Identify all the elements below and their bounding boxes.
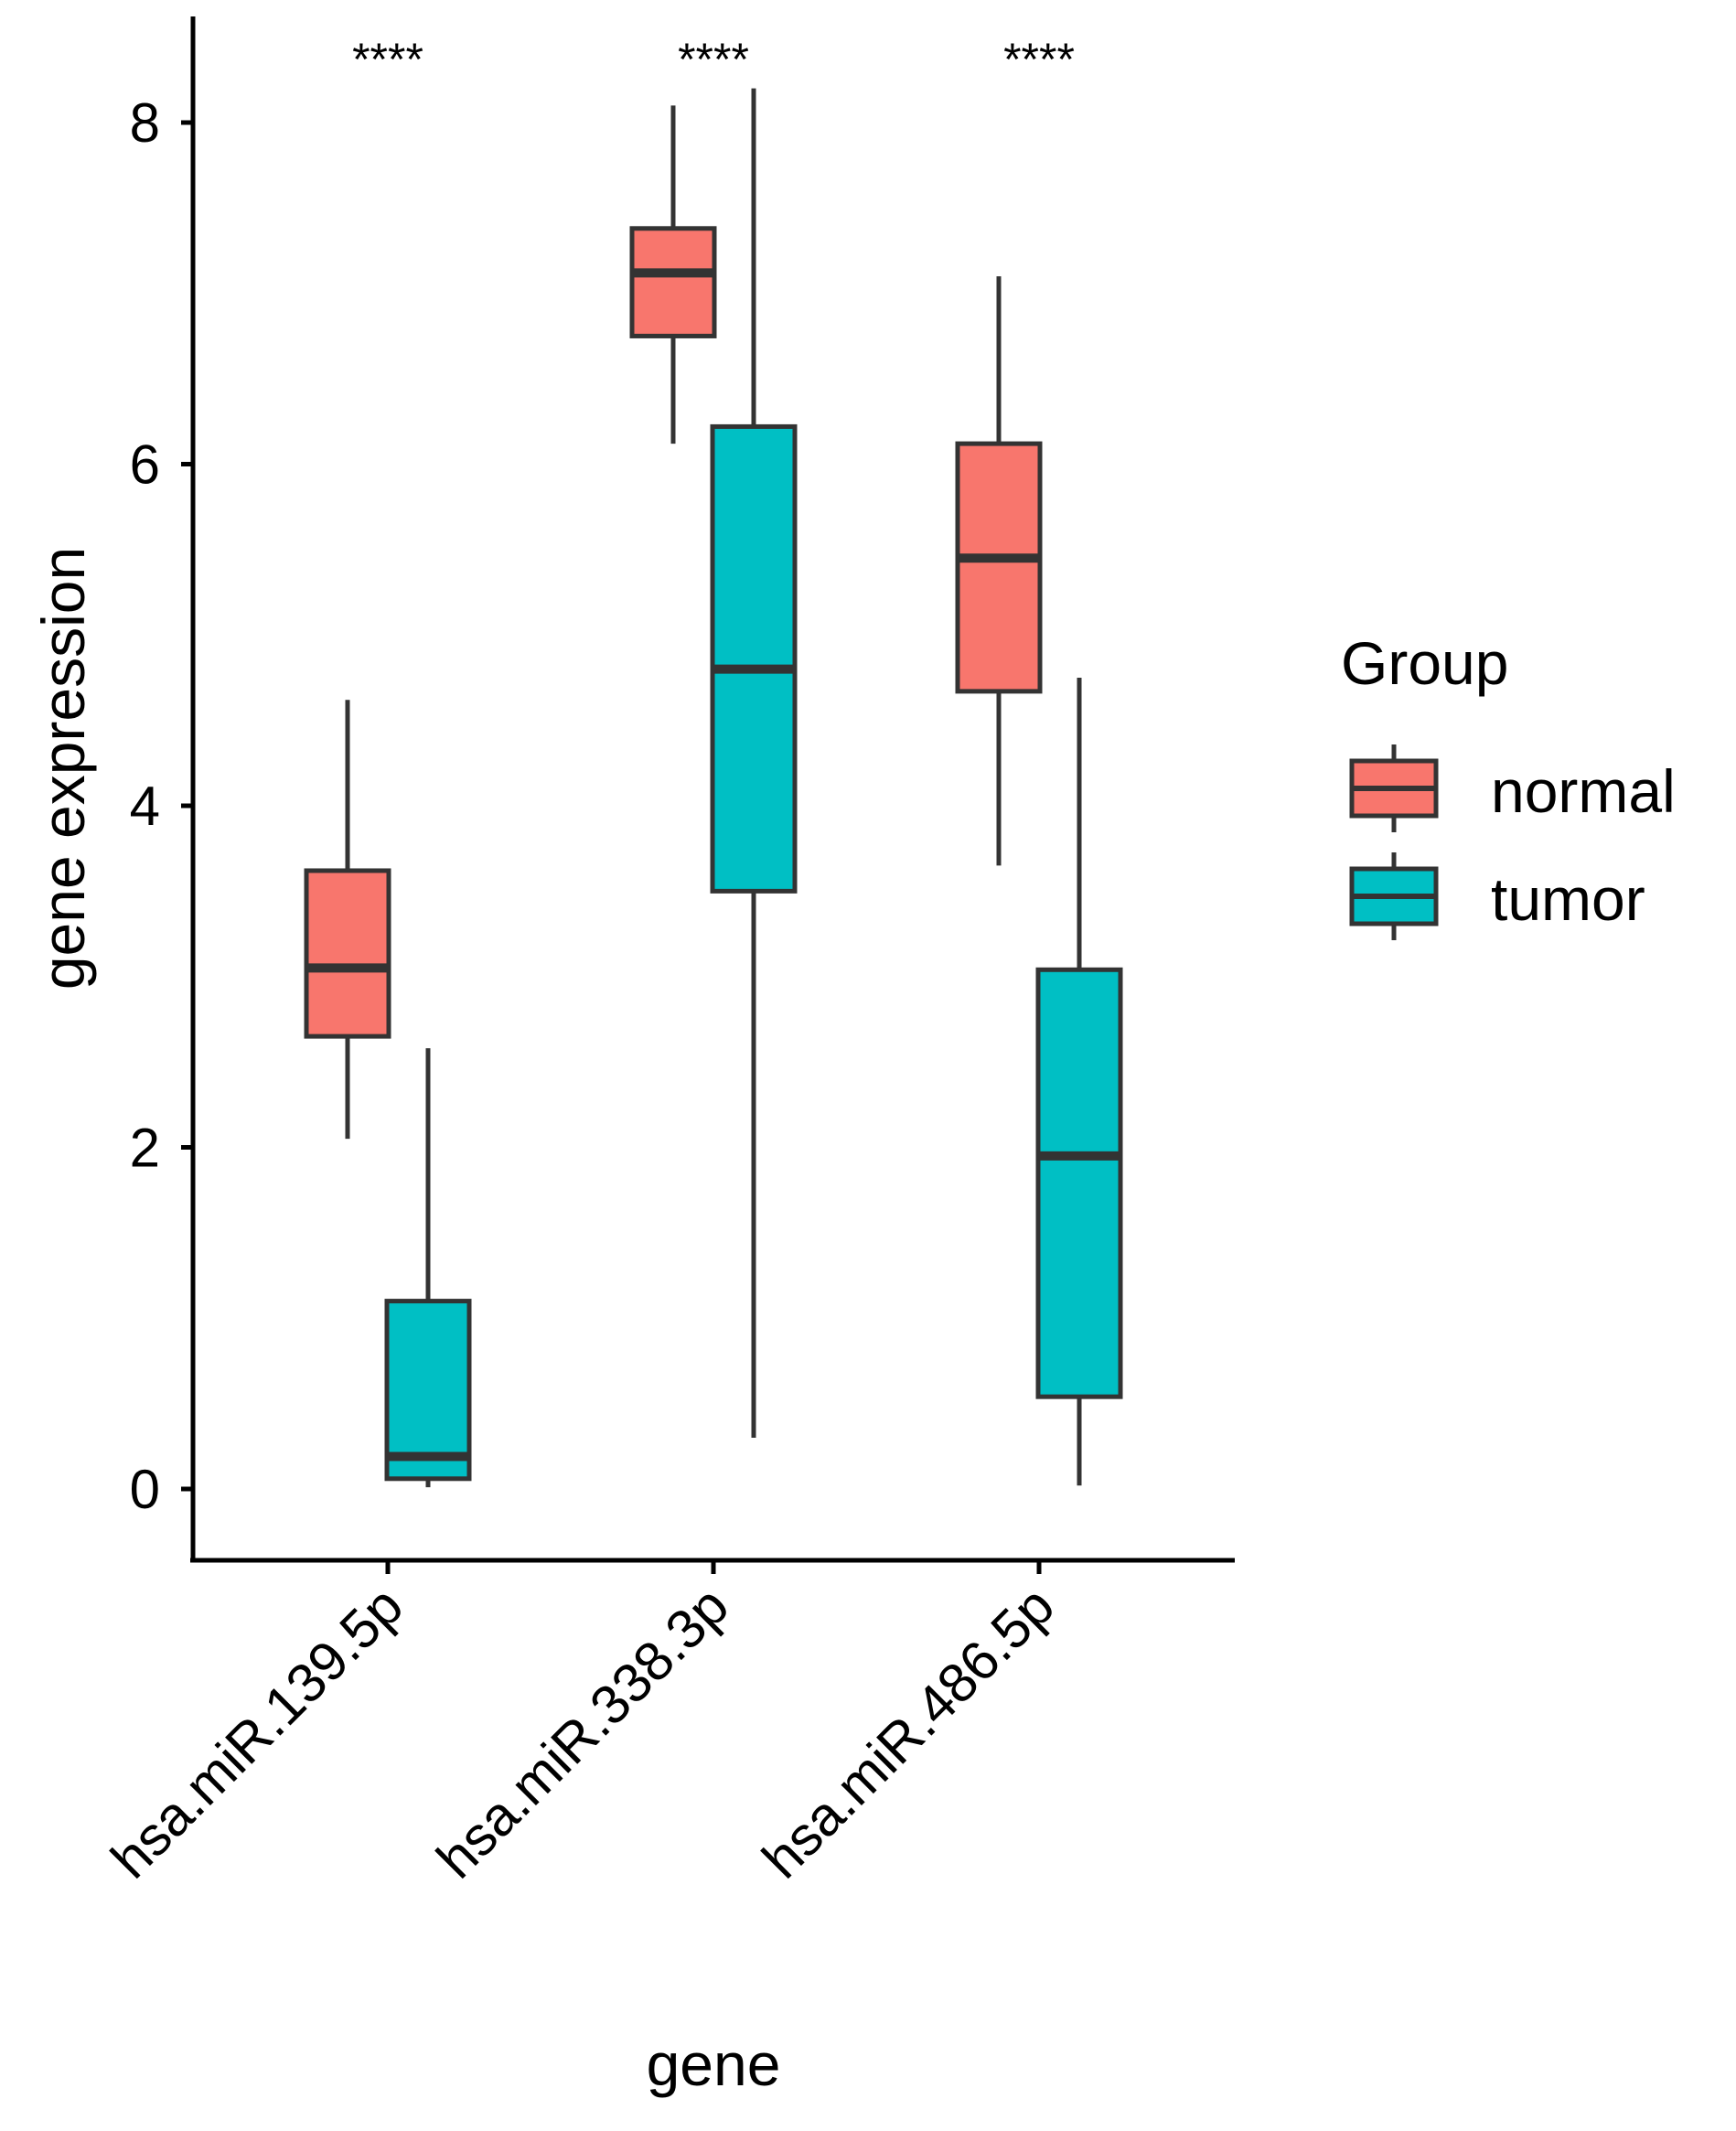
box-tumor-hsa-mir-139-5p bbox=[384, 1048, 472, 1488]
legend-key-normal bbox=[1349, 744, 1439, 832]
box-body-tumor-hsa-mir-338-3p bbox=[710, 423, 798, 894]
y-axis-ticks: 0 2 4 6 8 bbox=[130, 92, 193, 1520]
significance-label-2: **** bbox=[1003, 34, 1075, 85]
box-tumor-hsa-mir-486-5p bbox=[1035, 677, 1123, 1486]
x-tick-label-2: hsa.miR.486.5p bbox=[751, 1575, 1066, 1890]
box-body-normal-hsa-mir-486-5p bbox=[955, 441, 1043, 694]
legend-key-tumor bbox=[1349, 852, 1439, 940]
significance-label-1: **** bbox=[678, 34, 749, 85]
x-axis-ticks: hsa.miR.139.5p hsa.miR.338.3p hsa.miR.486.… bbox=[100, 1560, 1066, 1890]
box-normal-hsa-mir-338-3p bbox=[629, 105, 717, 444]
x-tick-label-1: hsa.miR.338.3p bbox=[425, 1575, 741, 1890]
legend: Group normal tumor bbox=[1341, 629, 1676, 940]
x-axis-title: gene bbox=[647, 2030, 781, 2098]
box-body-normal-hsa-mir-338-3p bbox=[629, 226, 717, 338]
significance-layer: **** **** **** bbox=[352, 34, 1075, 85]
significance-label-0: **** bbox=[352, 34, 423, 85]
box-normal-hsa-mir-139-5p bbox=[304, 700, 391, 1140]
box-body-tumor-hsa-mir-486-5p bbox=[1035, 967, 1123, 1399]
legend-keys bbox=[1349, 744, 1439, 940]
y-tick-label-0: 0 bbox=[130, 1459, 160, 1520]
box-body-normal-hsa-mir-139-5p bbox=[304, 868, 391, 1039]
boxes-layer bbox=[304, 88, 1123, 1488]
legend-label-tumor: tumor bbox=[1491, 865, 1645, 933]
box-tumor-hsa-mir-338-3p bbox=[710, 88, 798, 1438]
y-tick-label-6: 6 bbox=[130, 434, 160, 496]
y-tick-label-8: 8 bbox=[130, 92, 160, 154]
y-tick-label-2: 2 bbox=[130, 1118, 160, 1179]
y-tick-label-4: 4 bbox=[130, 776, 160, 837]
box-normal-hsa-mir-486-5p bbox=[955, 276, 1043, 866]
legend-label-normal: normal bbox=[1491, 757, 1676, 825]
y-axis-title: gene expression bbox=[29, 547, 97, 990]
legend-title: Group bbox=[1341, 629, 1508, 697]
box-body-tumor-hsa-mir-139-5p bbox=[384, 1299, 472, 1482]
x-tick-label-0: hsa.miR.139.5p bbox=[100, 1575, 415, 1890]
